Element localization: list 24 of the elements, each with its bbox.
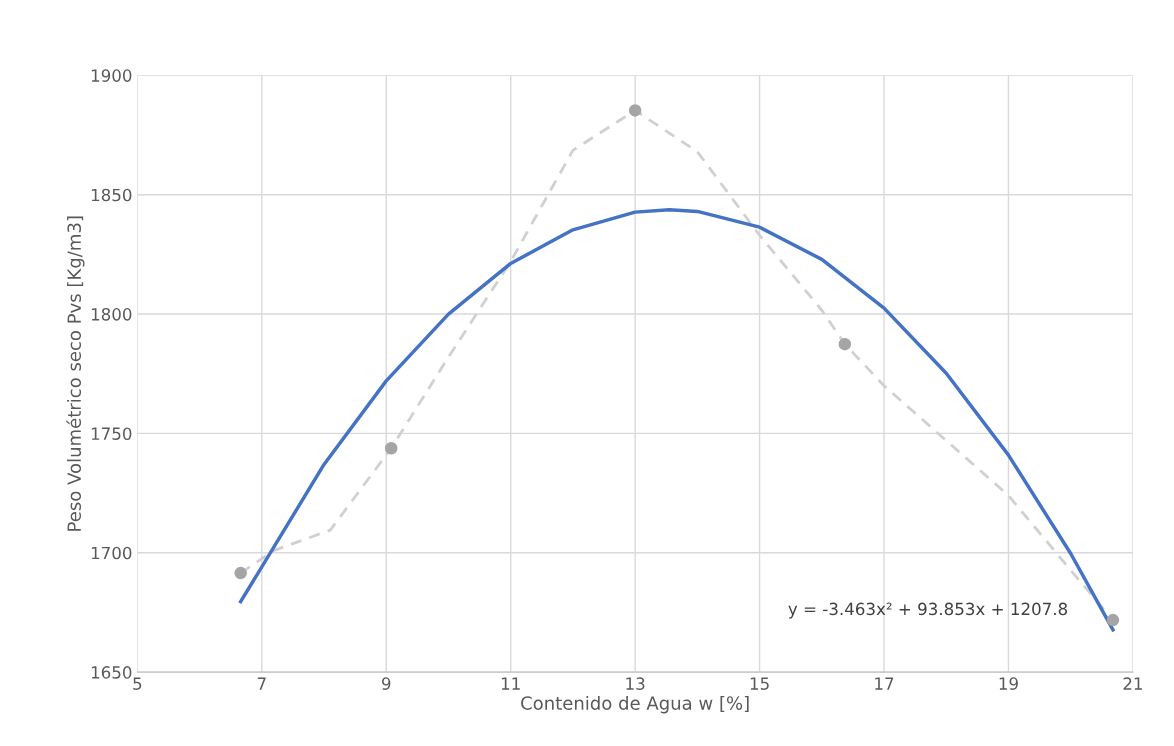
y-tick-label: 1800 bbox=[91, 308, 132, 321]
x-tick-label: 9 bbox=[381, 677, 391, 690]
y-tick-label: 1850 bbox=[91, 188, 132, 202]
x-tick-label: 5 bbox=[133, 677, 142, 690]
x-tick-label: 15 bbox=[750, 677, 769, 690]
y-tick-label: 1900 bbox=[91, 69, 132, 82]
x-tick-label: 7 bbox=[257, 677, 266, 690]
point bbox=[384, 441, 398, 455]
point bbox=[1106, 613, 1120, 627]
x-tick-label: 21 bbox=[1123, 677, 1142, 690]
y-tick-label: 1750 bbox=[91, 427, 132, 440]
point bbox=[234, 566, 247, 580]
point bbox=[838, 337, 852, 351]
x-tick-label: 13 bbox=[626, 677, 645, 690]
x-axis-title: Contenido de Agua w [%] bbox=[521, 695, 749, 714]
annotation: y = -3.463x² + 93.853x + 1207.8 bbox=[788, 602, 1068, 619]
y-axis-title: Peso Volumétrico seco Pvs [Kg/m3] bbox=[66, 216, 85, 531]
x-tick-label: 17 bbox=[875, 677, 894, 690]
y-tick-label: 1700 bbox=[91, 546, 132, 560]
x-tick-label: 11 bbox=[501, 677, 520, 690]
y-tick-label: 1650 bbox=[91, 666, 132, 679]
line-series bbox=[238, 208, 1115, 632]
point bbox=[628, 104, 642, 117]
x-tick-label: 19 bbox=[999, 677, 1018, 690]
